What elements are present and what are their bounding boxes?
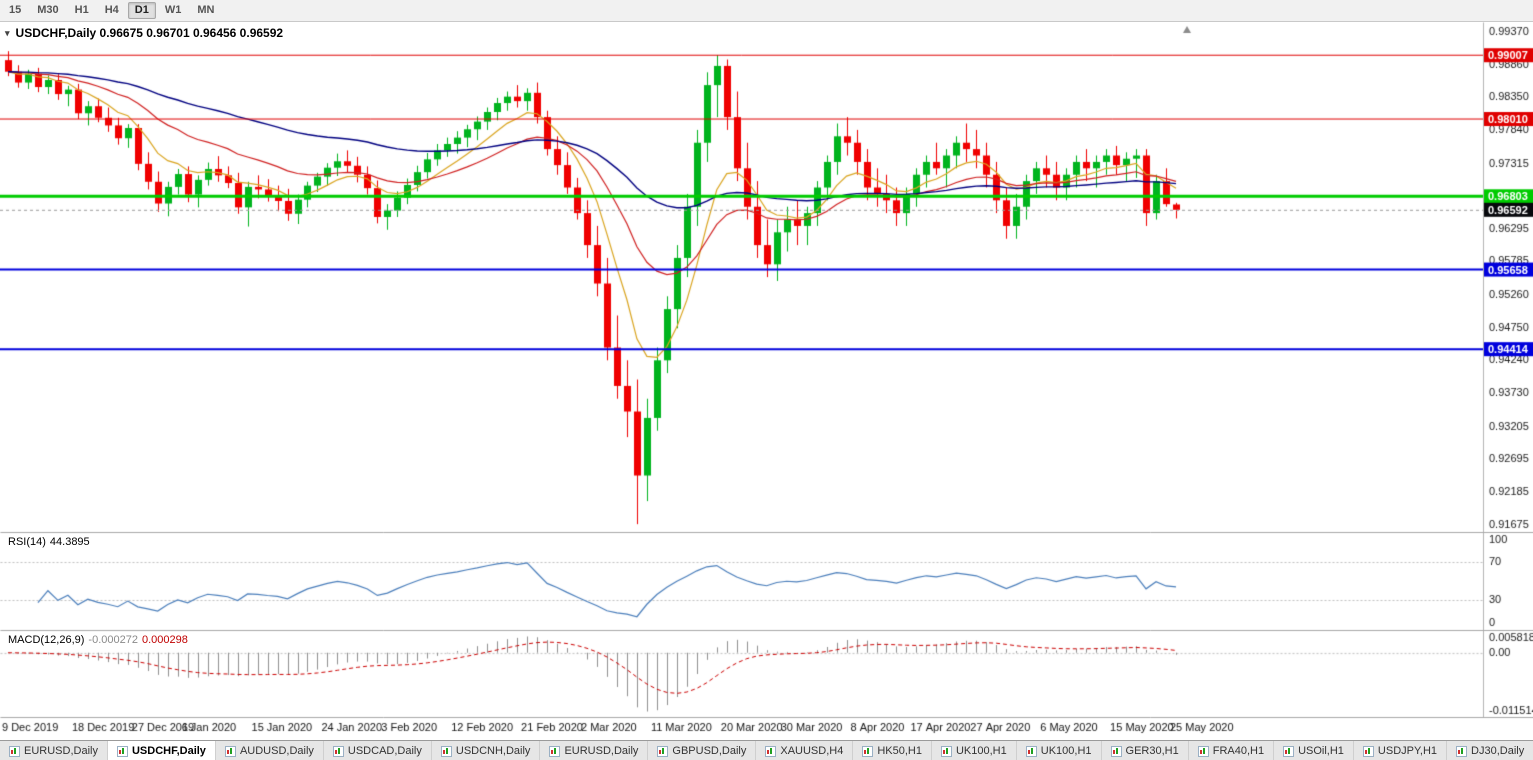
chart-tab-icon [224, 745, 236, 757]
chart-tab-label: USDCNH,Daily [455, 745, 531, 757]
chart-tab-icon [1025, 745, 1037, 757]
timeframe-button-d1[interactable]: D1 [127, 2, 156, 19]
chart-tab-label: USDCHF,Daily [131, 745, 206, 757]
chart-tab-icon [765, 745, 777, 757]
chart-tab-ger30[interactable]: GER30,H1 [1101, 741, 1189, 760]
chart-tab-label: AUDUSD,Daily [239, 745, 314, 757]
chart-area: ▾ USDCHF,Daily 0.96675 0.96701 0.96456 0… [0, 22, 1533, 740]
chart-tab-icon [549, 745, 561, 757]
chart-tab-icon [1362, 745, 1374, 757]
chart-tab-gbpusd[interactable]: GBPUSD,Daily [648, 741, 757, 760]
chart-menu-triangle-icon[interactable]: ▾ [5, 27, 10, 38]
chart-tab-label: GBPUSD,Daily [672, 745, 747, 757]
chart-tabs-bar: EURUSD,Daily USDCHF,Daily AUDUSD,Daily USDC… [0, 740, 1533, 760]
chart-tab-label: GER30,H1 [1125, 745, 1179, 757]
timeframe-button-w1[interactable]: W1 [164, 4, 182, 16]
timeframe-button-m30[interactable]: M30 [37, 4, 59, 16]
timeframe-button-h4[interactable]: H4 [104, 4, 119, 16]
chart-tab-icon [1110, 745, 1122, 757]
chart-tab-label: UK100,H1 [955, 745, 1007, 757]
chart-tab-usdcad[interactable]: USDCAD,Daily [323, 741, 432, 760]
chart-tab-usdjpy[interactable]: USDJPY,H1 [1353, 741, 1448, 760]
chart-tab-usdchf[interactable]: USDCHF,Daily [107, 741, 216, 760]
chart-tab-eurusd[interactable]: EURUSD,Daily [0, 741, 108, 760]
chart-tab-icon [116, 745, 128, 757]
chart-tab-dj30[interactable]: DJ30,Daily [1447, 741, 1533, 760]
chart-tab-icon [1283, 745, 1295, 757]
chart-tab-label: EURUSD,Daily [564, 745, 639, 757]
chart-tab-icon [940, 745, 952, 757]
chart-tab-uk100[interactable]: UK100,H1 [1016, 741, 1102, 760]
chart-tab-audusd[interactable]: AUDUSD,Daily [215, 741, 324, 760]
chart-tab-xauusd[interactable]: XAUUSD,H4 [756, 741, 854, 760]
chart-tab-icon [1456, 745, 1468, 757]
chart-tab-icon [440, 745, 452, 757]
chart-tab-uk100[interactable]: UK100,H1 [931, 741, 1017, 760]
chart-tab-label: USOil,H1 [1298, 745, 1344, 757]
chart-tab-usoil[interactable]: USOil,H1 [1274, 741, 1354, 760]
chart-tab-icon [1197, 745, 1209, 757]
chart-tab-label: UK100,H1 [1040, 745, 1092, 757]
chart-tab-fra40[interactable]: FRA40,H1 [1188, 741, 1275, 760]
timeframe-button-h1[interactable]: H1 [74, 4, 89, 16]
chart-tab-label: XAUUSD,H4 [780, 745, 844, 757]
chart-tab-icon [332, 745, 344, 757]
chart-tab-icon [657, 745, 669, 757]
price-chart-canvas[interactable] [0, 22, 1533, 740]
timeframe-button-15[interactable]: 15 [9, 4, 22, 16]
chart-tab-label: USDCAD,Daily [347, 745, 422, 757]
chart-tab-eurusd[interactable]: EURUSD,Daily [540, 741, 649, 760]
chart-tab-label: FRA40,H1 [1212, 745, 1265, 757]
chart-tab-icon [9, 745, 20, 757]
chart-tab-hk50[interactable]: HK50,H1 [853, 741, 932, 760]
chart-tab-label: DJ30,Daily [1471, 745, 1525, 757]
chart-tab-label: USDJPY,H1 [1377, 745, 1438, 757]
chart-tab-label: EURUSD,Daily [24, 745, 98, 757]
chart-tab-label: HK50,H1 [877, 745, 922, 757]
chart-tab-usdcnh[interactable]: USDCNH,Daily [431, 741, 541, 760]
timeframe-toolbar: 15 M30 H1 H4 D1 W1 MN [0, 0, 1533, 22]
timeframe-button-mn[interactable]: MN [197, 4, 215, 16]
chart-tab-icon [862, 745, 874, 757]
